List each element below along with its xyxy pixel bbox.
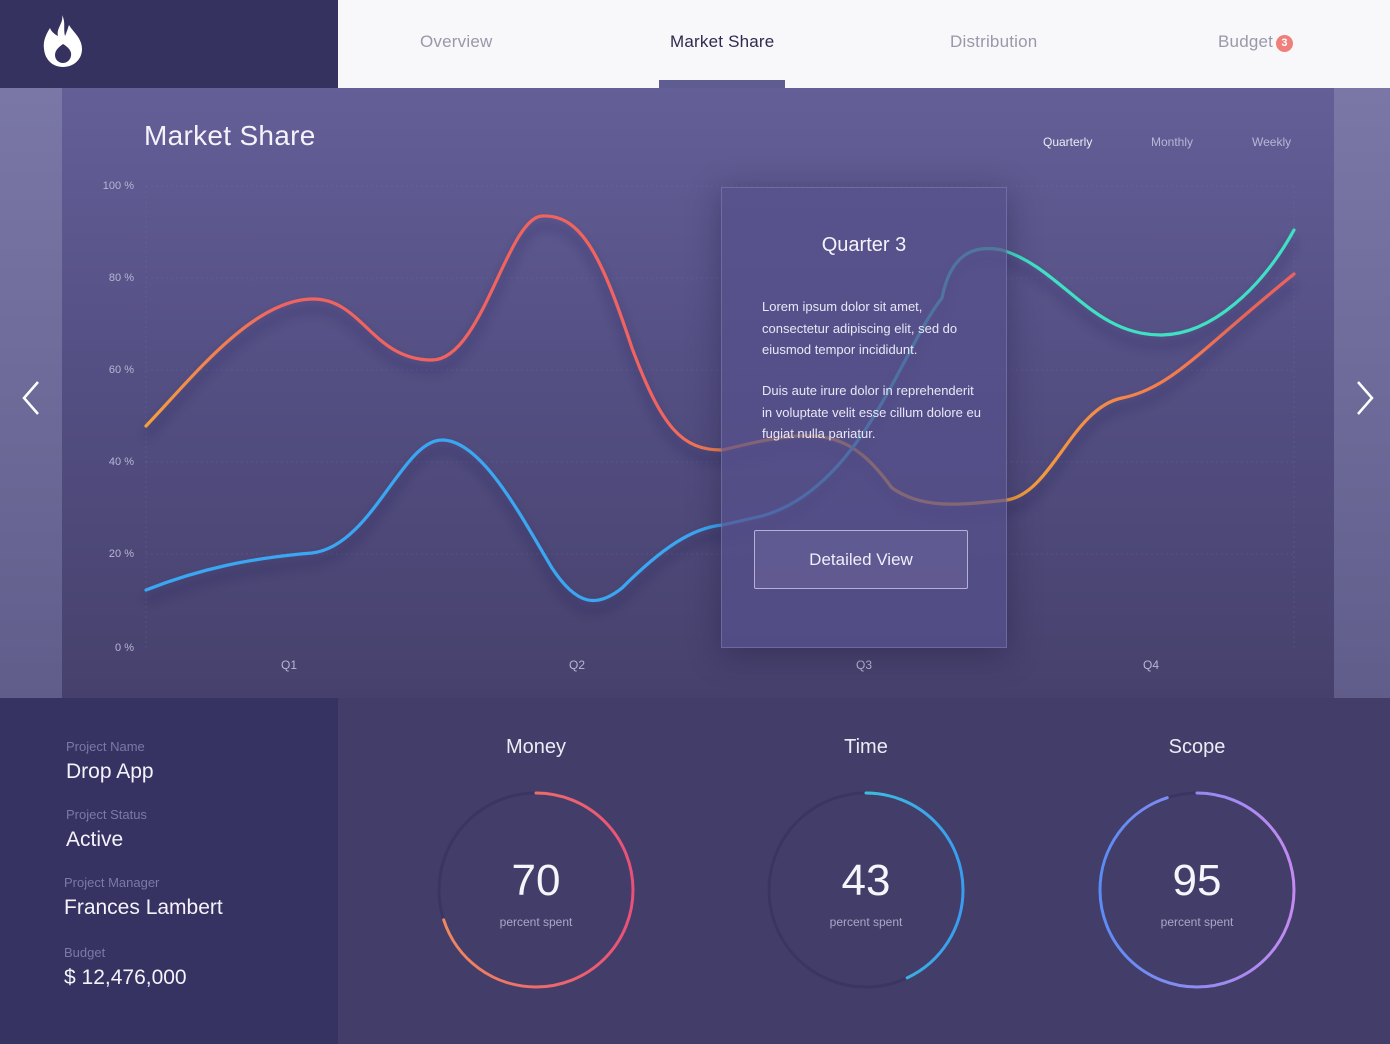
period-quarterly[interactable]: Quarterly <box>1043 135 1093 149</box>
gauge-title: Time <box>844 736 888 758</box>
tooltip-title: Quarter 3 <box>821 234 907 256</box>
chart-title: Market Share <box>144 120 316 151</box>
tooltip-paragraph-2: Duis aute irure dolor in reprehenderit i… <box>762 383 981 441</box>
tab-market-share[interactable]: Market Share <box>670 32 775 51</box>
tab-distribution[interactable]: Distribution <box>950 32 1038 51</box>
money-progress-ring <box>437 791 635 989</box>
line-chart <box>144 185 1296 648</box>
period-weekly[interactable]: Weekly <box>1252 135 1292 149</box>
x-tick-q1: Q1 <box>280 658 297 672</box>
time-gauge: Time 43 percent spent <box>756 698 976 1044</box>
x-tick-q3: Q3 <box>855 658 872 672</box>
project-name-label: Project Name <box>66 739 145 754</box>
gauge-title: Scope <box>1168 736 1226 758</box>
chevron-left-icon[interactable] <box>18 378 48 418</box>
y-tick-40: 40 % <box>108 456 134 468</box>
y-tick-20: 20 % <box>108 548 134 560</box>
active-tab-indicator <box>659 80 785 88</box>
gauge-title: Money <box>505 736 567 758</box>
tab-bar: Overview Market Share Distribution Budge… <box>338 0 1390 88</box>
gauge-value: 95 <box>1172 856 1222 905</box>
project-status-label: Project Status <box>66 807 147 822</box>
project-manager-label: Project Manager <box>64 875 160 890</box>
scope-progress-ring <box>1098 791 1296 989</box>
series-b-line <box>144 228 1296 603</box>
chevron-right-icon[interactable] <box>1348 378 1378 418</box>
gauge-value: 43 <box>841 856 891 905</box>
flame-icon[interactable] <box>42 14 84 68</box>
y-tick-100: 100 % <box>102 180 134 192</box>
gauge-subtitle: percent spent <box>829 915 903 929</box>
y-tick-60: 60 % <box>108 364 134 376</box>
period-monthly[interactable]: Monthly <box>1151 135 1194 149</box>
gauge-subtitle: percent spent <box>499 915 573 929</box>
x-tick-q2: Q2 <box>568 658 585 672</box>
brand-area <box>0 0 338 88</box>
project-info-panel: Project Name Drop App Project Status Act… <box>0 698 338 1044</box>
series-a-line <box>144 214 1296 506</box>
y-tick-0: 0 % <box>115 642 134 654</box>
previous-panel[interactable] <box>0 88 62 698</box>
detailed-view-button[interactable]: Detailed View <box>754 530 968 589</box>
time-progress-ring <box>767 791 965 989</box>
x-tick-q4: Q4 <box>1142 658 1159 672</box>
tab-overview[interactable]: Overview <box>420 32 493 51</box>
budget-label: Budget <box>64 945 106 960</box>
project-status-value: Active <box>66 828 124 851</box>
tooltip-paragraph-1: Lorem ipsum dolor sit amet, consectetur … <box>762 299 958 357</box>
budget-value: $ 12,476,000 <box>64 966 187 989</box>
notification-badge: 3 <box>1276 35 1294 52</box>
gauges-section: Money 70 percent spent Time 43 percent s… <box>338 698 1390 1044</box>
market-share-chart-panel: Market Share Quarterly Monthly Weekly 10… <box>62 88 1334 698</box>
next-panel[interactable] <box>1334 88 1390 698</box>
gauge-subtitle: percent spent <box>1160 915 1234 929</box>
gauge-value: 70 <box>511 856 561 905</box>
tab-budget-label: Budget <box>1218 32 1274 51</box>
y-tick-80: 80 % <box>108 272 134 284</box>
money-gauge: Money 70 percent spent <box>426 698 646 1044</box>
project-manager-value: Frances Lambert <box>64 896 223 919</box>
scope-gauge: Scope 95 percent spent <box>1087 698 1307 1044</box>
chart-grid <box>145 185 1295 648</box>
quarter-tooltip-card: Quarter 3 Lorem ipsum dolor sit amet, co… <box>721 187 1007 648</box>
tab-budget[interactable]: Budget 3 <box>1218 32 1294 52</box>
project-name-value: Drop App <box>66 760 154 783</box>
